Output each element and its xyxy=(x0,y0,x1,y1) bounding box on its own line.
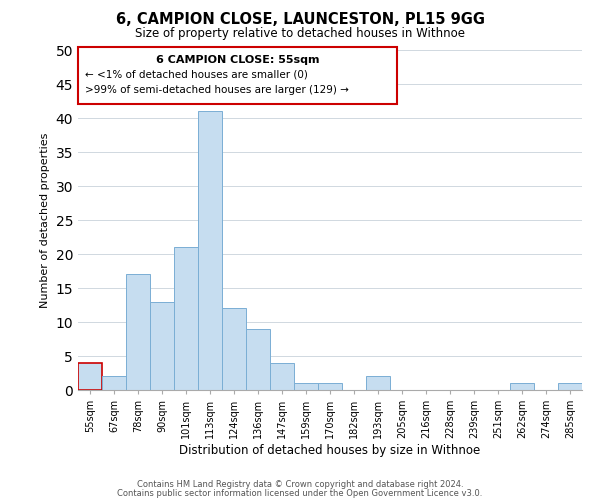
Bar xyxy=(174,247,198,390)
Text: Contains public sector information licensed under the Open Government Licence v3: Contains public sector information licen… xyxy=(118,488,482,498)
Bar xyxy=(558,383,582,390)
Bar xyxy=(294,383,318,390)
Bar xyxy=(78,46,397,104)
Text: Size of property relative to detached houses in Withnoe: Size of property relative to detached ho… xyxy=(135,28,465,40)
X-axis label: Distribution of detached houses by size in Withnoe: Distribution of detached houses by size … xyxy=(179,444,481,457)
Text: >99% of semi-detached houses are larger (129) →: >99% of semi-detached houses are larger … xyxy=(85,86,349,96)
Text: 6, CAMPION CLOSE, LAUNCESTON, PL15 9GG: 6, CAMPION CLOSE, LAUNCESTON, PL15 9GG xyxy=(115,12,485,28)
Bar xyxy=(318,383,342,390)
Y-axis label: Number of detached properties: Number of detached properties xyxy=(40,132,50,308)
Bar xyxy=(150,302,174,390)
Bar xyxy=(246,329,270,390)
Bar xyxy=(510,383,534,390)
Bar xyxy=(198,111,222,390)
Text: ← <1% of detached houses are smaller (0): ← <1% of detached houses are smaller (0) xyxy=(85,69,308,79)
Text: Contains HM Land Registry data © Crown copyright and database right 2024.: Contains HM Land Registry data © Crown c… xyxy=(137,480,463,489)
Bar xyxy=(222,308,246,390)
Bar xyxy=(366,376,390,390)
Bar xyxy=(270,363,294,390)
Bar xyxy=(78,363,102,390)
Text: 6 CAMPION CLOSE: 55sqm: 6 CAMPION CLOSE: 55sqm xyxy=(156,56,319,66)
Bar xyxy=(102,376,126,390)
Bar xyxy=(126,274,150,390)
